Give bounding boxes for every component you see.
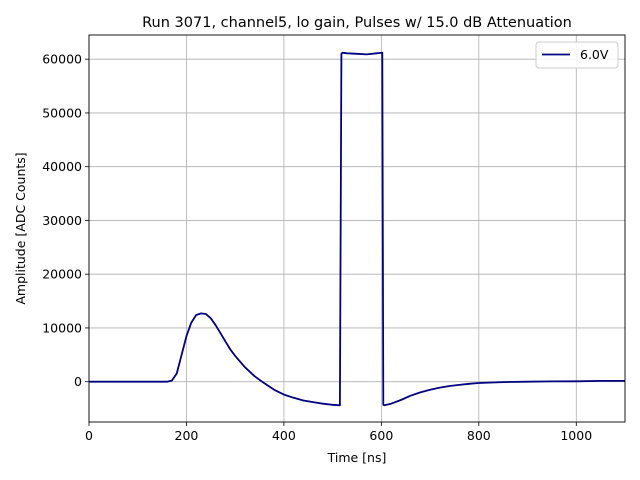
y-tick-label: 40000 — [42, 159, 82, 174]
y-axis-label: Amplitude [ADC Counts] — [13, 152, 28, 304]
x-axis-ticks: 0 200 400 600 800 1000 — [85, 422, 592, 443]
y-tick-label: 60000 — [42, 52, 82, 67]
series-line-0 — [89, 51, 625, 407]
x-tick-label: 600 — [369, 428, 393, 443]
y-tick-label: 10000 — [42, 320, 82, 335]
series-lines — [89, 51, 625, 407]
x-tick-label: 800 — [467, 428, 491, 443]
legend-box — [535, 41, 619, 69]
legend-label: 6.0V — [580, 47, 609, 62]
x-tick-label: 0 — [85, 428, 93, 443]
y-tick-label: 20000 — [42, 267, 82, 282]
y-tick-label: 30000 — [42, 213, 82, 228]
plot-frame — [88, 34, 626, 423]
x-tick-label: 1000 — [560, 428, 592, 443]
y-tick-label: 50000 — [42, 105, 82, 120]
x-axis-label: Time [ns] — [327, 450, 387, 465]
chart-title: Run 3071, channel5, lo gain, Pulses w/ 1… — [142, 15, 572, 31]
y-axis-ticks: 0 10000 20000 30000 40000 50000 60000 — [42, 52, 89, 389]
y-tick-label: 0 — [74, 374, 82, 389]
x-tick-label: 200 — [175, 428, 199, 443]
legend: 6.0V — [535, 41, 619, 69]
x-tick-label: 400 — [272, 428, 296, 443]
